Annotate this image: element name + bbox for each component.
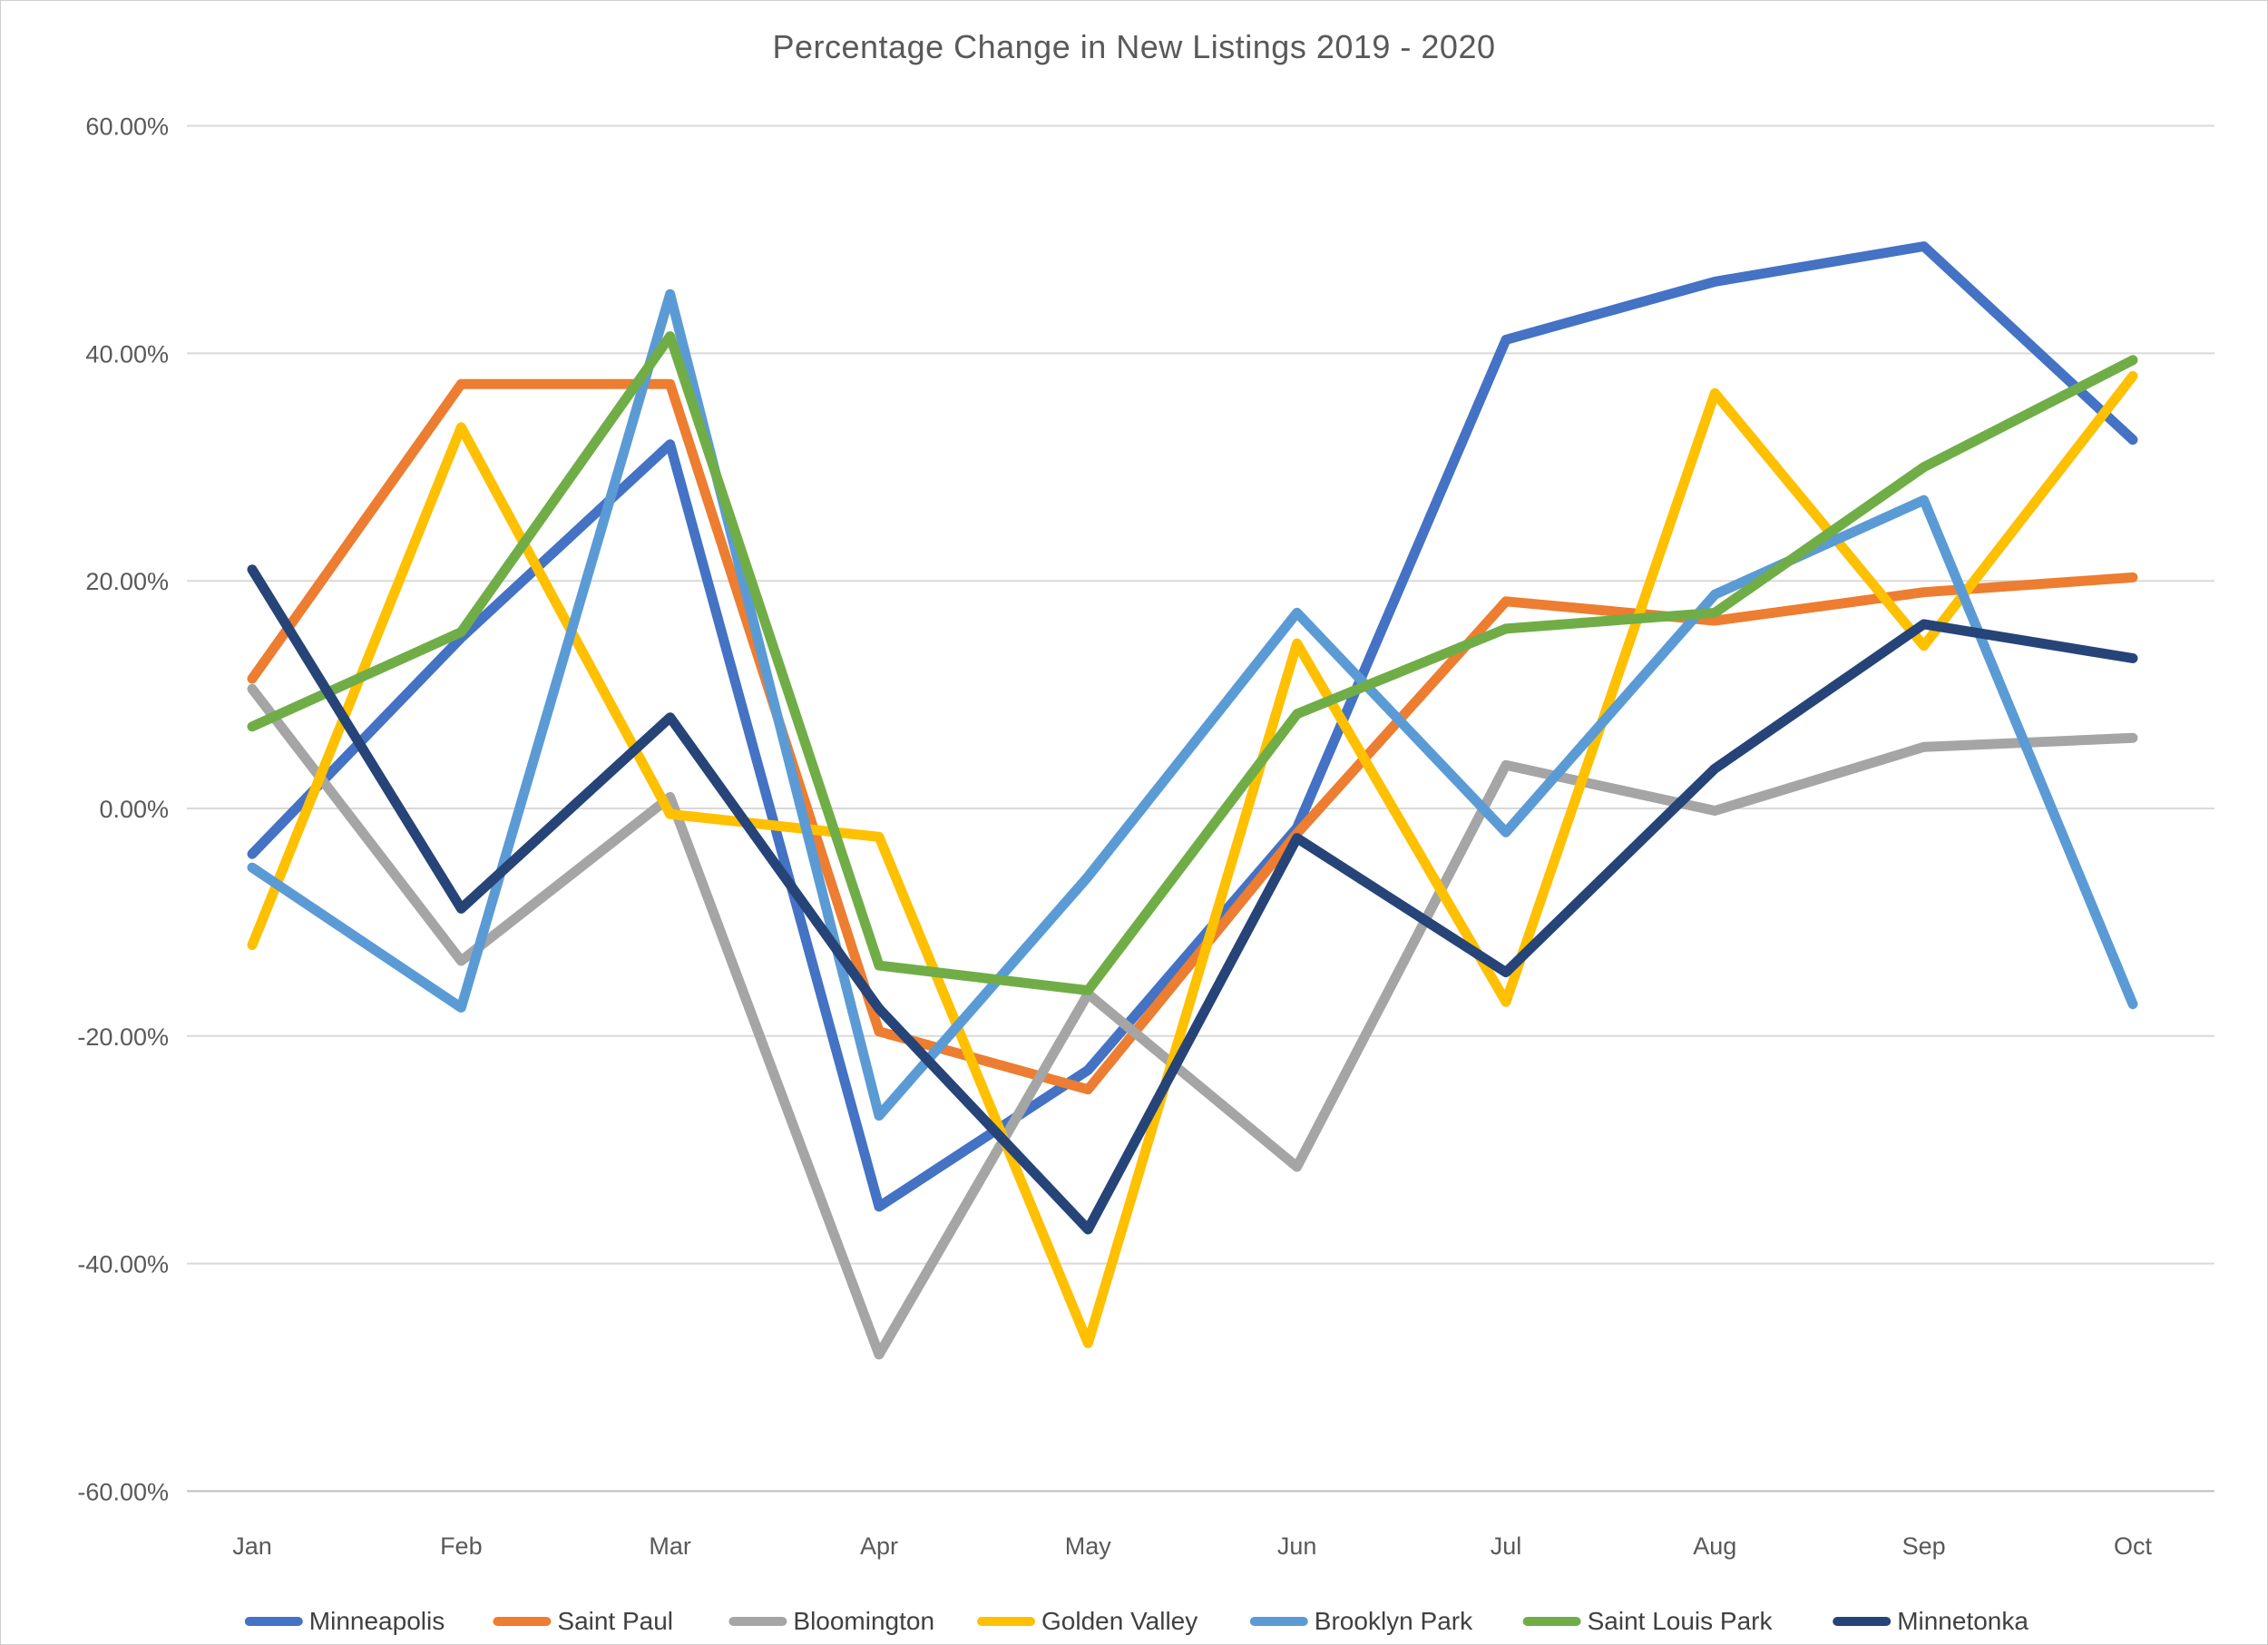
x-axis-tick-label: Jul	[1491, 1532, 1522, 1560]
series-line-saint-louis-park	[247, 331, 2138, 996]
legend-label: Saint Paul	[557, 1607, 673, 1635]
x-axis-tick-label: Jan	[232, 1532, 272, 1560]
y-axis-tick-label: -60.00%	[77, 1478, 169, 1505]
legend-label: Minnetonka	[1897, 1607, 2028, 1635]
legend-item: Saint Louis Park	[1522, 1607, 1774, 1635]
y-axis-tick-label: 20.00%	[85, 568, 169, 595]
legend-item: Brooklyn Park	[1249, 1607, 1473, 1635]
x-axis-tick-label: May	[1065, 1532, 1112, 1560]
legend-label: Brooklyn Park	[1315, 1607, 1473, 1635]
legend-item: Golden Valley	[977, 1607, 1198, 1635]
y-axis-tick-label: -40.00%	[77, 1251, 169, 1278]
legend-item: Bloomington	[728, 1607, 934, 1635]
legend-label: Minneapolis	[309, 1607, 445, 1635]
legend-label: Bloomington	[793, 1607, 934, 1635]
y-axis-tick-label: 60.00%	[85, 113, 169, 141]
chart-title: Percentage Change in New Listings 2019 -…	[772, 28, 1496, 65]
y-axis-tick-label: 0.00%	[99, 796, 169, 823]
x-axis-tick-label: Oct	[2114, 1532, 2153, 1560]
legend-label: Saint Louis Park	[1588, 1607, 1774, 1635]
y-axis-tick-label: -20.00%	[77, 1023, 169, 1051]
y-axis-tick-label: 40.00%	[85, 340, 169, 367]
x-axis-tick-label: Sep	[1902, 1532, 1946, 1560]
x-axis-tick-label: Jun	[1277, 1532, 1317, 1560]
legend-item: Minneapolis	[244, 1607, 445, 1635]
legend-label: Golden Valley	[1041, 1607, 1198, 1635]
series-line-minneapolis	[247, 241, 2138, 1212]
series-line-bloomington	[247, 683, 2138, 1360]
series-line-golden-valley	[247, 371, 2138, 1348]
x-axis-tick-label: Feb	[440, 1532, 483, 1560]
series-line-saint-paul	[247, 378, 2138, 1095]
legend-item: Minnetonka	[1833, 1607, 2028, 1635]
legend-item: Saint Paul	[493, 1607, 673, 1635]
x-axis-tick-label: Mar	[649, 1532, 691, 1560]
x-axis-tick-label: Aug	[1693, 1532, 1736, 1560]
series-line-brooklyn-park	[247, 289, 2138, 1121]
series-line-minnetonka	[247, 564, 2138, 1235]
x-axis-tick-label: Apr	[860, 1532, 898, 1560]
